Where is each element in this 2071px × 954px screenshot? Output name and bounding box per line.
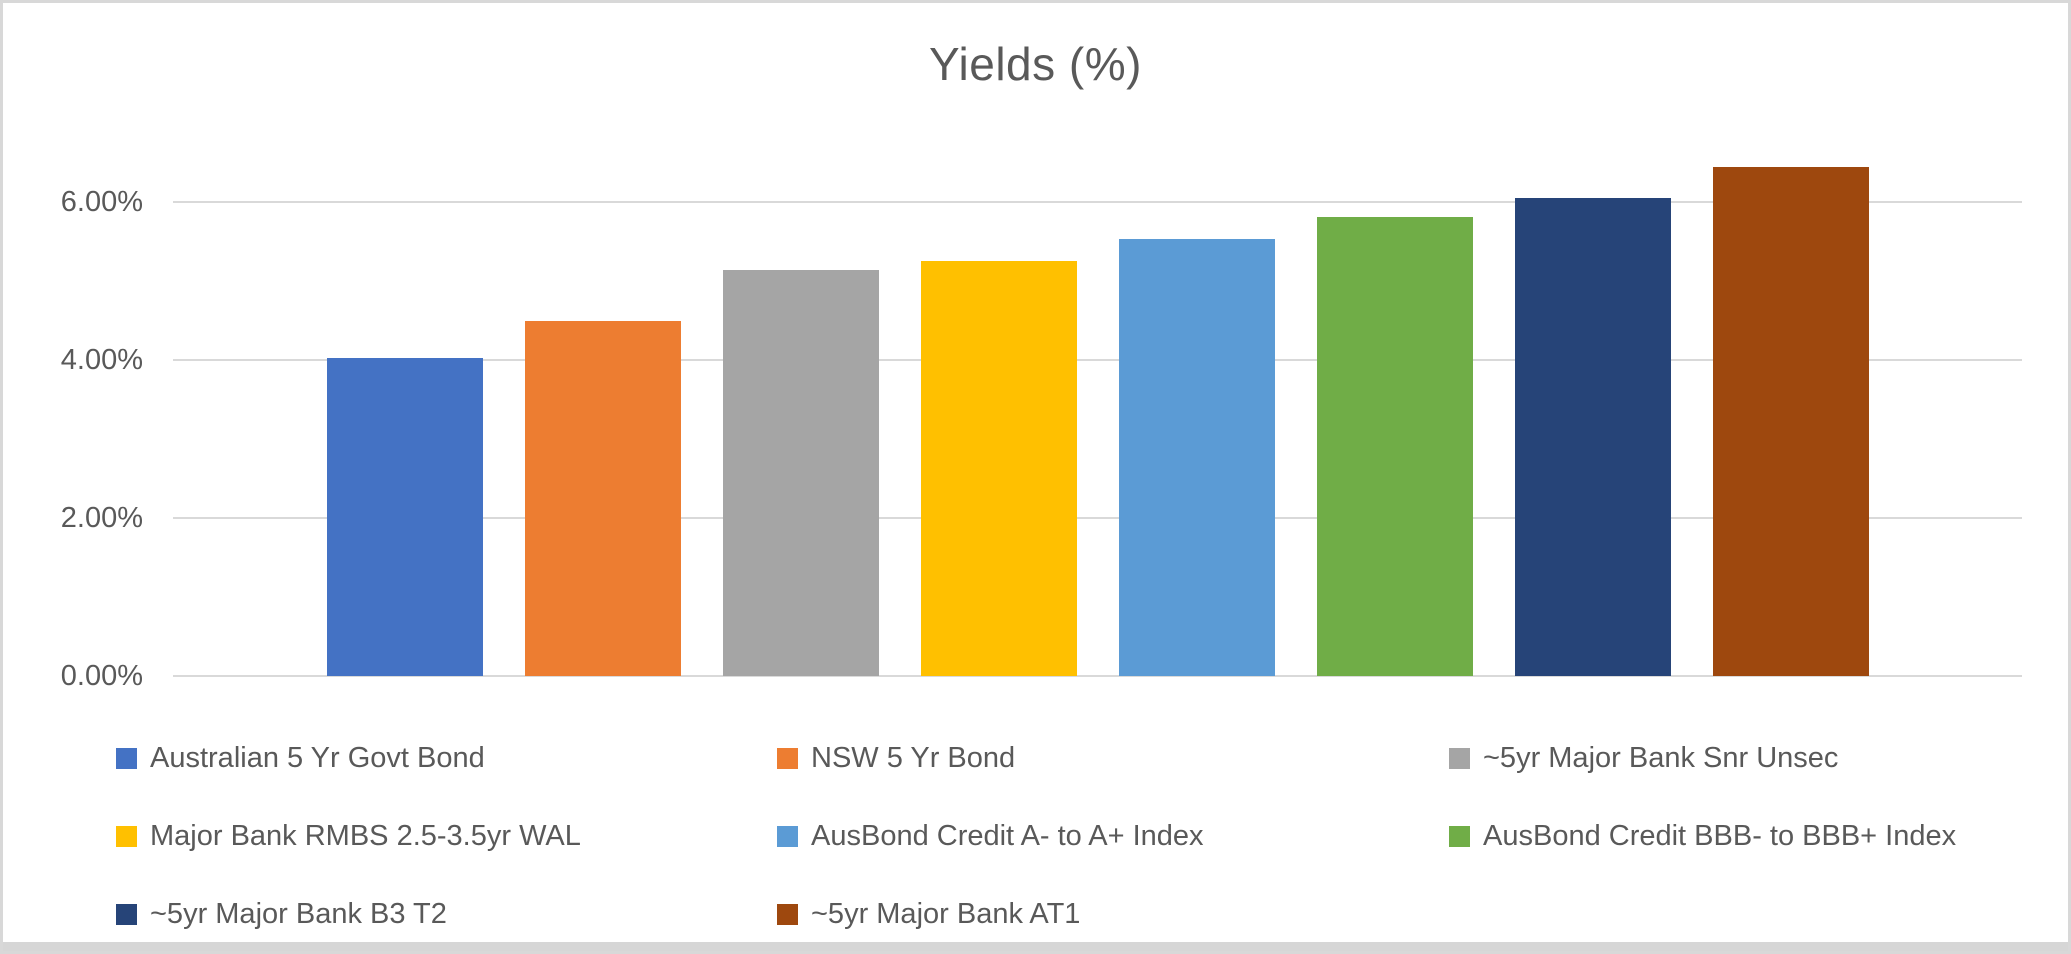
legend-label: ~5yr Major Bank AT1 xyxy=(811,897,1081,930)
legend-item-major-bank-rmbs-2-5-3-5yr-wal[interactable]: Major Bank RMBS 2.5-3.5yr WAL xyxy=(116,820,777,853)
bar-major-bank-rmbs-2-5-3-5yr-wal[interactable] xyxy=(920,261,1077,676)
legend-row-3: ~5yr Major Bank B3 T2 ~5yr Major Bank AT1 xyxy=(116,897,2048,931)
bar-ausbond-credit-a-to-a-index[interactable] xyxy=(1118,239,1275,676)
gridline-6 xyxy=(173,201,2022,203)
bar-5yr-major-bank-snr-unsec[interactable] xyxy=(722,269,879,676)
legend-label: ~5yr Major Bank B3 T2 xyxy=(150,897,447,930)
bar-australian-5-yr-govt-bond[interactable] xyxy=(326,358,483,676)
y-axis-tick-6: 6.00% xyxy=(60,186,143,218)
bar-ausbond-credit-bbb-to-bbb-index[interactable] xyxy=(1316,217,1473,676)
legend-row-2: Major Bank RMBS 2.5-3.5yr WAL AusBond Cre… xyxy=(116,819,2048,853)
y-axis-tick-4: 4.00% xyxy=(60,344,143,376)
legend-item-5yr-major-bank-at1[interactable]: ~5yr Major Bank AT1 xyxy=(777,898,1449,931)
legend-swatch-icon xyxy=(777,903,798,925)
bars-layer xyxy=(173,123,2022,676)
bar-5yr-major-bank-at1[interactable] xyxy=(1712,167,1869,676)
legend-label: ~5yr Major Bank Snr Unsec xyxy=(1483,741,1839,774)
legend-item-nsw-5-yr-bond[interactable]: NSW 5 Yr Bond xyxy=(777,742,1449,775)
chart-title: Yields (%) xyxy=(929,38,1142,90)
legend-item-ausbond-credit-bbb-to-bbb-index[interactable]: AusBond Credit BBB- to BBB+ Index xyxy=(1449,820,1956,853)
legend-label: AusBond Credit BBB- to BBB+ Index xyxy=(1483,819,1957,852)
plot-area xyxy=(173,123,2022,677)
bar-nsw-5-yr-bond[interactable] xyxy=(524,321,681,676)
y-axis-tick-2: 2.00% xyxy=(60,502,143,534)
legend-swatch-icon xyxy=(116,903,137,925)
legend-swatch-icon xyxy=(777,747,798,769)
legend-item-5yr-major-bank-b3-t2[interactable]: ~5yr Major Bank B3 T2 xyxy=(116,898,777,931)
legend: Australian 5 Yr Govt Bond NSW 5 Yr Bond ~5… xyxy=(116,741,2048,951)
legend-item-australian-5-yr-govt-bond[interactable]: Australian 5 Yr Govt Bond xyxy=(116,742,777,775)
gridline-0 xyxy=(173,675,2022,677)
legend-row-1: Australian 5 Yr Govt Bond NSW 5 Yr Bond ~5… xyxy=(116,741,2048,775)
legend-label: Australian 5 Yr Govt Bond xyxy=(150,741,485,774)
legend-swatch-icon xyxy=(777,825,798,847)
legend-label: AusBond Credit A- to A+ Index xyxy=(811,819,1204,852)
legend-label: Major Bank RMBS 2.5-3.5yr WAL xyxy=(150,819,581,852)
legend-label: NSW 5 Yr Bond xyxy=(811,741,1016,774)
legend-swatch-icon xyxy=(116,825,137,847)
y-axis-tick-0: 0.00% xyxy=(60,660,143,692)
legend-swatch-icon xyxy=(116,747,137,769)
legend-item-5yr-major-bank-snr-unsec[interactable]: ~5yr Major Bank Snr Unsec xyxy=(1449,742,1838,775)
bottom-strip xyxy=(3,942,2068,951)
legend-swatch-icon xyxy=(1449,747,1470,769)
bar-5yr-major-bank-b3-t2[interactable] xyxy=(1514,198,1671,676)
gridline-4 xyxy=(173,359,2022,361)
legend-item-ausbond-credit-a-to-a-index[interactable]: AusBond Credit A- to A+ Index xyxy=(777,820,1449,853)
gridline-2 xyxy=(173,517,2022,519)
legend-swatch-icon xyxy=(1449,825,1470,847)
